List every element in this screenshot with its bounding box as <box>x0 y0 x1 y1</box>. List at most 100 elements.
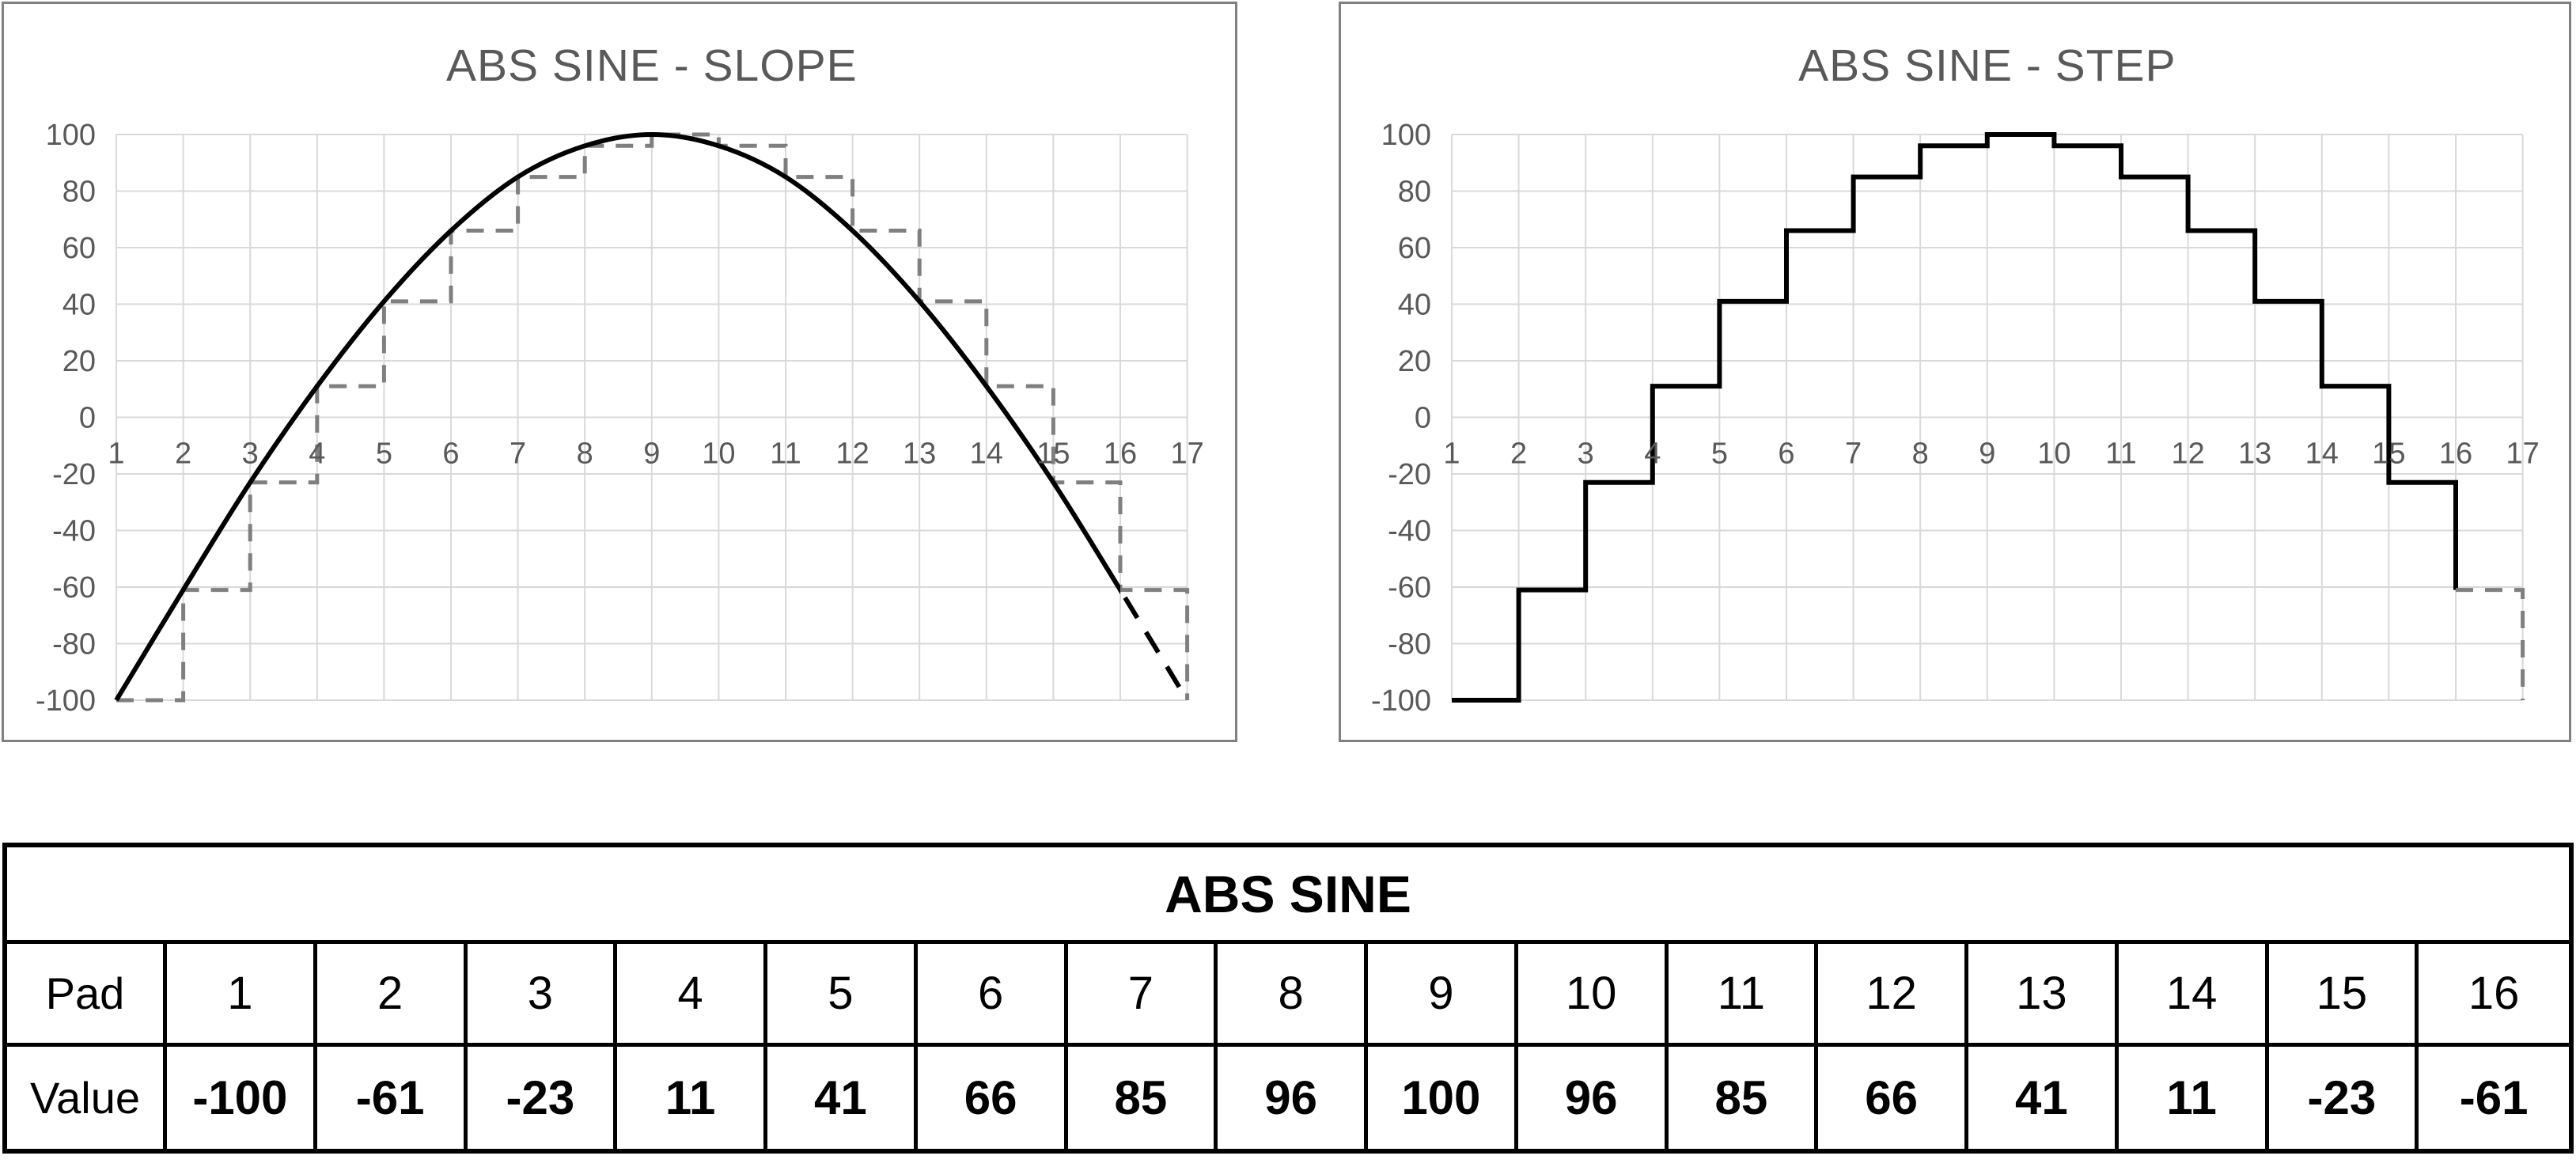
value-cell: -61 <box>316 1047 468 1149</box>
value-cell: 11 <box>617 1047 767 1149</box>
x-tick-label: 3 <box>242 438 259 471</box>
y-axis-labels: 100 80 60 40 20 0 -20 -40 -60 -80 -100 <box>36 119 96 718</box>
y-tick-label: -60 <box>52 571 96 604</box>
x-tick-label: 7 <box>510 438 526 471</box>
x-tick-label: 3 <box>1578 438 1594 471</box>
value-cell: -23 <box>2268 1047 2419 1149</box>
pad-cell: 12 <box>1818 944 1968 1047</box>
x-tick-label: 12 <box>835 438 869 471</box>
step-line <box>1452 132 2458 703</box>
x-tick-label: 15 <box>2372 438 2405 471</box>
gridlines <box>116 134 1188 701</box>
y-tick-label: 40 <box>1398 289 1431 322</box>
step-chart-title: ABS SINE - STEP <box>1798 40 2176 91</box>
value-cell: 11 <box>2118 1047 2269 1149</box>
slope-chart-title: ABS SINE - SLOPE <box>445 40 858 91</box>
y-tick-label: -80 <box>1388 628 1431 661</box>
x-tick-label: 17 <box>1170 438 1203 471</box>
x-tick-label: 10 <box>2037 438 2070 471</box>
y-tick-label: 100 <box>1381 119 1431 152</box>
y-tick-label: 80 <box>1398 176 1431 209</box>
value-cell: -61 <box>2419 1047 2569 1149</box>
table-title: ABS SINE <box>7 847 2569 944</box>
x-tick-label: 8 <box>1912 438 1929 471</box>
pad-cell: 8 <box>1218 944 1368 1047</box>
value-cell: 96 <box>1517 1047 1669 1149</box>
value-cell: 100 <box>1368 1047 1518 1149</box>
gridlines <box>1451 134 2524 701</box>
pad-row-label: Pad <box>7 944 167 1047</box>
y-tick-label: -20 <box>52 458 96 491</box>
pad-cell: 5 <box>767 944 918 1047</box>
x-tick-label: 9 <box>1979 438 1995 471</box>
x-tick-label: 7 <box>1845 438 1862 471</box>
x-tick-label: 13 <box>2238 438 2271 471</box>
pad-cell: 9 <box>1368 944 1518 1047</box>
y-tick-label: -100 <box>1371 684 1431 718</box>
x-tick-label: 5 <box>1711 438 1728 471</box>
pad-cell: 14 <box>2118 944 2269 1047</box>
slope-chart: ABS SINE - SLOPE 100 80 60 40 20 0 -20 -40 -60 -8… <box>2 2 1237 742</box>
x-tick-label: 16 <box>2439 438 2472 471</box>
pad-cell: 7 <box>1067 944 1218 1047</box>
x-tick-label: 13 <box>903 438 936 471</box>
value-row-label: Value <box>7 1047 167 1149</box>
x-tick-label: 9 <box>643 438 660 471</box>
pad-cell: 13 <box>1968 944 2119 1047</box>
x-tick-label: 4 <box>309 438 325 471</box>
pad-cell: 3 <box>467 944 618 1047</box>
y-tick-label: -100 <box>36 684 96 718</box>
y-axis-labels: 100 80 60 40 20 0 -20 -40 -60 -80 -100 <box>1371 119 1431 718</box>
y-tick-label: -40 <box>52 515 96 548</box>
y-tick-label: 60 <box>1398 232 1431 265</box>
x-axis-labels: 1 2 3 4 5 6 7 8 9 10 11 12 13 14 15 16 17 <box>108 438 1203 471</box>
pad-cell: 2 <box>316 944 468 1047</box>
value-cell: -100 <box>167 1047 317 1149</box>
x-axis-labels: 1 2 3 4 5 6 7 8 9 10 11 12 13 14 15 16 17 <box>1443 438 2539 471</box>
pad-cell: 6 <box>917 944 1068 1047</box>
value-cell: -23 <box>467 1047 618 1149</box>
step-line-projection <box>2456 588 2525 700</box>
y-tick-label: 80 <box>63 176 96 209</box>
pad-cell: 11 <box>1668 944 1819 1047</box>
x-tick-label: 11 <box>2105 438 2136 471</box>
x-tick-label: 2 <box>175 438 191 471</box>
y-tick-label: 0 <box>1415 402 1431 435</box>
pad-cell: 4 <box>617 944 767 1047</box>
x-tick-label: 2 <box>1510 438 1527 471</box>
y-tick-label: 60 <box>63 232 96 265</box>
pad-cell: 10 <box>1517 944 1669 1047</box>
value-cell: 41 <box>1968 1047 2119 1149</box>
x-tick-label: 11 <box>770 438 801 471</box>
y-tick-label: 20 <box>63 345 96 378</box>
x-tick-label: 6 <box>442 438 459 471</box>
y-tick-label: -80 <box>52 628 96 661</box>
slope-line <box>114 131 1120 702</box>
x-tick-label: 5 <box>376 438 392 471</box>
x-tick-label: 14 <box>970 438 1003 471</box>
x-tick-label: 1 <box>108 438 124 471</box>
x-tick-label: 16 <box>1104 438 1137 471</box>
x-tick-label: 6 <box>1778 438 1794 471</box>
value-cell: 85 <box>1067 1047 1218 1149</box>
x-tick-label: 15 <box>1036 438 1070 471</box>
value-cell: 85 <box>1668 1047 1819 1149</box>
x-tick-label: 10 <box>702 438 735 471</box>
abs-sine-table: ABS SINE Pad 1 2 3 4 5 6 7 8 9 10 11 12 13 14 15 16 Value -… <box>2 843 2574 1154</box>
pad-cell: 15 <box>2268 944 2419 1047</box>
pad-cell: 1 <box>167 944 317 1047</box>
y-tick-label: -20 <box>1388 458 1431 491</box>
y-tick-label: 0 <box>79 402 96 435</box>
value-cell: 96 <box>1218 1047 1368 1149</box>
x-tick-label: 12 <box>2171 438 2204 471</box>
y-tick-label: 20 <box>1398 345 1431 378</box>
x-tick-label: 4 <box>1644 438 1661 471</box>
value-cell: 41 <box>767 1047 918 1149</box>
y-tick-label: -60 <box>1388 571 1431 604</box>
x-tick-label: 14 <box>2305 438 2339 471</box>
pad-cell: 16 <box>2419 944 2569 1047</box>
x-tick-label: 8 <box>577 438 593 471</box>
y-tick-label: 40 <box>63 289 96 322</box>
